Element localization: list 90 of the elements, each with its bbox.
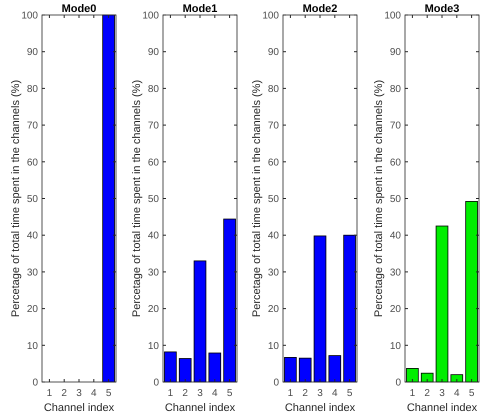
bar — [194, 260, 206, 382]
y-axis-title: Percetage of total time spent in the channels (%) — [251, 80, 263, 318]
x-axis-title: Channel index — [164, 402, 236, 414]
y-tick-label: 80 — [26, 84, 38, 95]
x-tick-label: 2 — [61, 388, 68, 399]
y-tick-label: 90 — [268, 47, 280, 58]
y-tick-label: 90 — [148, 47, 160, 58]
y-tick-label: 30 — [148, 267, 160, 278]
bar — [223, 218, 236, 382]
y-tick-label: 40 — [26, 230, 38, 242]
x-tick-label: 4 — [332, 388, 338, 399]
x-axis-title: Channel index — [406, 402, 478, 414]
bar — [314, 236, 326, 382]
x-tick-label: 2 — [182, 388, 188, 399]
y-tick-label: 50 — [26, 194, 38, 205]
x-tick-label: 1 — [288, 388, 294, 399]
y-tick-label: 80 — [268, 84, 280, 95]
x-tick-label: 3 — [197, 388, 204, 399]
y-tick-label: 10 — [268, 340, 280, 352]
y-axis-title: Percetage of total time spent in the channels (%) — [373, 80, 385, 318]
y-axis-title: Percetage of total time spent in the channels (%) — [10, 80, 22, 318]
y-tick-label: 40 — [148, 230, 160, 242]
x-tick-label: 2 — [424, 388, 430, 399]
x-tick-label: 5 — [346, 388, 353, 399]
x-tick-label: 3 — [439, 388, 446, 399]
bar — [284, 357, 297, 382]
x-tick-label: 1 — [168, 388, 174, 399]
x-tick-label: 1 — [46, 388, 53, 399]
chart-title: Mode3 — [424, 3, 460, 15]
y-tick-label: 80 — [148, 84, 160, 95]
x-tick-label: 5 — [106, 388, 112, 399]
y-tick-label: 90 — [26, 47, 38, 58]
x-tick-label: 5 — [468, 388, 475, 399]
x-tick-label: 4 — [454, 388, 460, 399]
x-tick-label: 4 — [212, 388, 218, 399]
bar — [164, 352, 177, 382]
y-tick-label: 30 — [26, 267, 38, 278]
y-tick-label: 50 — [390, 194, 402, 205]
y-tick-label: 0 — [32, 378, 38, 388]
y-tick-label: 60 — [390, 157, 402, 168]
x-tick-label: 4 — [91, 388, 98, 399]
chart-title: Mode1 — [182, 3, 218, 15]
y-tick-label: 70 — [268, 120, 280, 132]
y-tick-label: 0 — [273, 378, 280, 388]
y-tick-label: 40 — [390, 230, 402, 242]
y-tick-label: 20 — [390, 304, 402, 316]
bar — [465, 201, 478, 382]
y-tick-label: 70 — [26, 120, 38, 132]
y-tick-label: 40 — [268, 230, 280, 242]
y-tick-label: 10 — [148, 340, 160, 352]
y-tick-label: 60 — [26, 157, 38, 168]
x-tick-label: 5 — [226, 388, 233, 399]
x-tick-label: 3 — [317, 388, 324, 399]
bar — [178, 358, 192, 382]
y-tick-label: 30 — [390, 267, 402, 278]
x-tick-label: 2 — [302, 388, 308, 399]
y-tick-label: 10 — [390, 340, 402, 352]
bar — [343, 234, 356, 382]
y-tick-label: 100 — [384, 10, 402, 22]
bar — [328, 355, 342, 382]
bar — [298, 358, 312, 382]
y-tick-label: 70 — [390, 120, 402, 132]
y-tick-label: 50 — [148, 194, 160, 205]
y-tick-label: 70 — [148, 120, 160, 132]
y-tick-label: 20 — [268, 304, 280, 316]
bar — [406, 368, 419, 382]
y-tick-label: 0 — [395, 378, 402, 388]
y-tick-label: 10 — [26, 340, 38, 352]
y-tick-label: 30 — [268, 267, 280, 278]
y-tick-label: 90 — [390, 47, 402, 58]
x-axis-title: Channel index — [44, 402, 115, 414]
y-axis-title: Percetage of total time spent in the channels (%) — [131, 80, 143, 318]
x-tick-label: 3 — [76, 388, 82, 399]
chart-title: Mode0 — [62, 3, 96, 15]
bar — [420, 372, 434, 382]
y-tick-label: 0 — [153, 378, 160, 388]
bar — [436, 226, 448, 382]
y-tick-label: 100 — [262, 10, 280, 22]
y-tick-label: 100 — [142, 10, 160, 22]
y-tick-label: 60 — [268, 157, 280, 168]
y-tick-label: 20 — [148, 304, 160, 316]
y-tick-label: 50 — [268, 194, 280, 205]
y-tick-label: 20 — [26, 304, 38, 316]
chart-title: Mode2 — [302, 3, 338, 15]
x-tick-label: 1 — [410, 388, 416, 399]
x-axis-title: Channel index — [284, 402, 356, 414]
y-tick-label: 100 — [21, 10, 38, 22]
y-tick-label: 80 — [390, 84, 402, 95]
y-tick-label: 60 — [148, 157, 160, 168]
bar — [208, 352, 222, 382]
